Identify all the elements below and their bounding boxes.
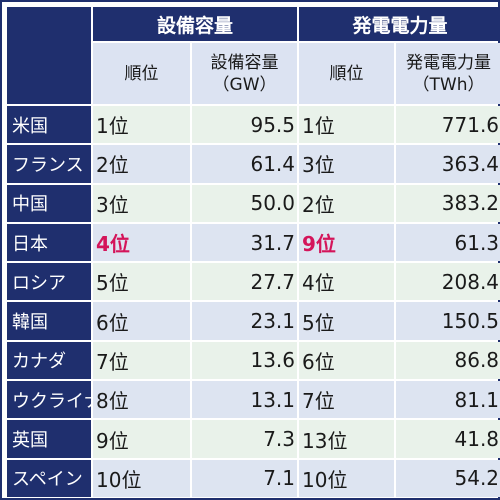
generation-value-cell: 86.8 xyxy=(396,341,500,380)
capacity-value-cell: 13.6 xyxy=(192,341,298,380)
generation-rank-cell: 10位 xyxy=(299,459,395,497)
table-row: フランス 2位 61.4 3位 363.4 xyxy=(7,145,500,183)
table-row: スペイン 10位 7.1 10位 54.2 xyxy=(7,459,500,497)
generation-rank-cell: 6位 xyxy=(299,341,395,380)
country-cell: スペイン xyxy=(7,459,91,497)
generation-value-cell: 208.4 xyxy=(396,263,500,301)
country-cell: カナダ xyxy=(7,341,91,380)
country-cell: 米国 xyxy=(7,106,91,144)
generation-value-cell: 150.5 xyxy=(396,302,500,340)
capacity-value-cell: 7.1 xyxy=(192,459,298,497)
capacity-rank-cell: 2位 xyxy=(93,145,190,183)
country-cell: フランス xyxy=(7,145,91,183)
table-row: カナダ 7位 13.6 6位 86.8 xyxy=(7,341,500,380)
country-cell: 英国 xyxy=(7,420,91,458)
capacity-value-cell: 13.1 xyxy=(192,381,298,419)
sub-header-row: 順位 設備容量 （GW） 順位 発電電力量 （TWh） xyxy=(7,43,500,104)
table-row-highlighted: 日本 4位 31.7 9位 61.3 xyxy=(7,223,500,262)
capacity-value-cell: 31.7 xyxy=(192,223,298,262)
table-row: ロシア 5位 27.7 4位 208.4 xyxy=(7,263,500,301)
capacity-value-cell: 95.5 xyxy=(192,106,298,144)
table-row: 韓国 6位 23.1 5位 150.5 xyxy=(7,302,500,340)
generation-value-cell: 363.4 xyxy=(396,145,500,183)
generation-value-header: 発電電力量 （TWh） xyxy=(396,43,500,104)
generation-value-cell: 771.6 xyxy=(396,106,500,144)
capacity-value-cell: 7.3 xyxy=(192,420,298,458)
capacity-rank-header: 順位 xyxy=(93,43,190,104)
generation-value-cell: 61.3 xyxy=(396,223,500,262)
capacity-group-header: 設備容量 xyxy=(93,7,298,41)
capacity-header-unit: （GW） xyxy=(212,74,277,95)
generation-rank-cell: 7位 xyxy=(299,381,395,419)
generation-rank-cell: 4位 xyxy=(299,263,395,301)
table-row: ウクライナ 8位 13.1 7位 81.1 xyxy=(7,381,500,419)
group-header-row: 設備容量 発電電力量 xyxy=(7,7,500,104)
country-cell: ロシア xyxy=(7,263,91,301)
capacity-rank-cell: 1位 xyxy=(93,106,190,144)
table-row: 米国 1位 95.5 1位 771.6 xyxy=(7,106,500,144)
generation-value-cell: 383.2 xyxy=(396,184,500,222)
country-cell: 日本 xyxy=(7,223,91,262)
generation-value-cell: 41.8 xyxy=(396,420,500,458)
capacity-value-cell: 27.7 xyxy=(192,263,298,301)
capacity-rank-cell: 5位 xyxy=(93,263,190,301)
generation-rank-cell: 13位 xyxy=(299,420,395,458)
country-header-cell xyxy=(7,7,91,104)
table-body: 米国 1位 95.5 1位 771.6 フランス 2位 61.4 3位 363.… xyxy=(7,106,500,497)
generation-header-unit: （TWh） xyxy=(412,74,485,95)
capacity-header-line1: 設備容量 xyxy=(210,52,279,73)
capacity-rank-cell-highlight: 4位 xyxy=(93,223,190,262)
generation-rank-cell: 5位 xyxy=(299,302,395,340)
generation-rank-cell: 2位 xyxy=(299,184,395,222)
table-row: 英国 9位 7.3 13位 41.8 xyxy=(7,420,500,458)
capacity-value-cell: 50.0 xyxy=(192,184,298,222)
capacity-value-header: 設備容量 （GW） xyxy=(192,43,298,104)
generation-value-cell: 54.2 xyxy=(396,459,500,497)
country-cell: 韓国 xyxy=(7,302,91,340)
generation-rank-cell: 3位 xyxy=(299,145,395,183)
capacity-rank-cell: 7位 xyxy=(93,341,190,380)
capacity-rank-cell: 9位 xyxy=(93,420,190,458)
capacity-rank-cell: 3位 xyxy=(93,184,190,222)
capacity-value-cell: 61.4 xyxy=(192,145,298,183)
capacity-value-cell: 23.1 xyxy=(192,302,298,340)
generation-value-cell: 81.1 xyxy=(396,381,500,419)
nuclear-ranking-table: 設備容量 発電電力量 順位 設備容量 （GW） 順位 発電電力量 （TWh） 米… xyxy=(5,5,500,499)
capacity-rank-cell: 10位 xyxy=(93,459,190,497)
generation-rank-header: 順位 xyxy=(299,43,395,104)
country-cell: 中国 xyxy=(7,184,91,222)
generation-group-header: 発電電力量 xyxy=(299,7,500,41)
capacity-rank-cell: 8位 xyxy=(93,381,190,419)
country-cell: ウクライナ xyxy=(7,381,91,419)
table-row: 中国 3位 50.0 2位 383.2 xyxy=(7,184,500,222)
generation-rank-cell: 1位 xyxy=(299,106,395,144)
generation-header-line1: 発電電力量 xyxy=(406,52,492,73)
capacity-rank-cell: 6位 xyxy=(93,302,190,340)
generation-rank-cell-highlight: 9位 xyxy=(299,223,395,262)
